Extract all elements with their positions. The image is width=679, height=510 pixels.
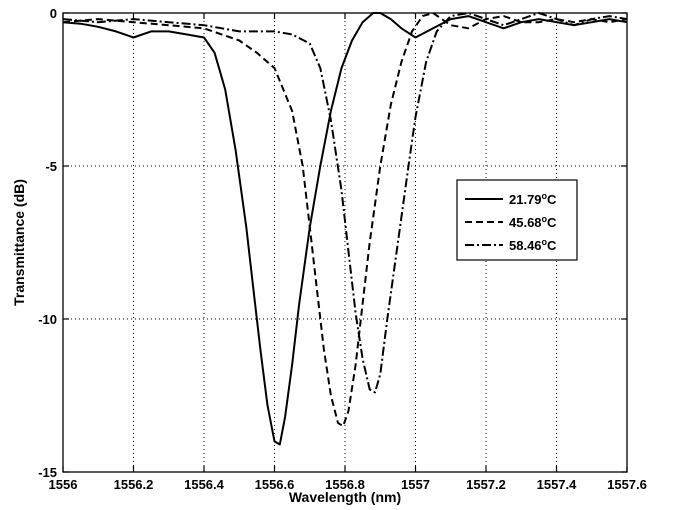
axis-ticks: 1556 1556.2 1556.4 1556.6 1556.8 1557 1557.2 15… (38, 6, 647, 492)
x-tick-label: 1557.4 (537, 477, 578, 492)
y-tick-label: -10 (38, 312, 57, 327)
y-tick-label: 0 (50, 6, 57, 21)
series-line-1 (62, 12, 628, 446)
legend-label: 45.68oC (509, 214, 557, 230)
x-tick-label: 1557.2 (466, 477, 506, 492)
legend-label: 58.46oC (509, 237, 557, 253)
x-tick-label: 1556.6 (255, 477, 295, 492)
y-tick-label: -15 (38, 465, 57, 480)
x-tick-label: 1556.8 (325, 477, 365, 492)
x-tick-label: 1556 (49, 477, 78, 492)
y-tick-label: -5 (45, 159, 57, 174)
x-tick-label: 1557.6 (607, 477, 647, 492)
legend: 21.79oC 45.68oC 58.46oC (456, 179, 578, 261)
x-tick-label: 1557 (401, 477, 430, 492)
x-axis-label: Wavelength (nm) (289, 489, 401, 505)
x-tick-label: 1556.4 (184, 477, 225, 492)
x-tick-label: 1556.2 (114, 477, 154, 492)
y-axis-label: Transmittance (dB) (11, 179, 27, 306)
legend-label: 21.79oC (509, 191, 557, 207)
series-lines (62, 12, 628, 446)
grid-lines (63, 13, 627, 472)
legend-box (456, 179, 578, 261)
series-line-3 (62, 12, 628, 394)
